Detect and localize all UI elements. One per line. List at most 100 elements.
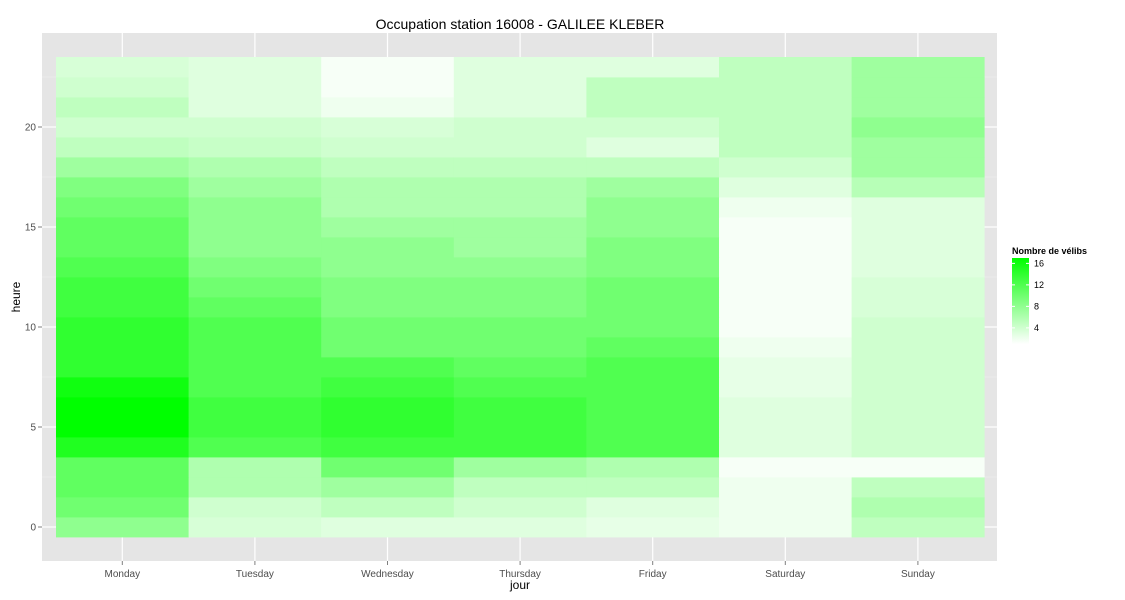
heatmap-cell [453,417,587,438]
x-tick-label: Tuesday [236,569,274,580]
heatmap-cell [56,177,189,198]
heatmap-cell [851,317,985,338]
heatmap-cell [719,297,852,318]
heatmap-cell [321,257,455,278]
heatmap-cell [586,417,720,438]
heatmap-cell [188,377,322,398]
heatmap-cell [851,457,985,478]
heatmap-cell [719,357,852,378]
heatmap-cell [188,417,322,438]
heatmap-cell [586,317,720,338]
heatmap-cell [586,97,720,118]
heatmap-cell [56,457,189,478]
legend-tick-label: 8 [1034,301,1039,311]
heatmap-cell [586,157,720,178]
heatmap-cell [719,337,852,358]
heatmap-cell [453,457,587,478]
y-axis: 0 5 10 15 20 [25,123,42,534]
heatmap-cell [851,417,985,438]
heatmap-cell [188,357,322,378]
color-legend: Nombre de vélibs 4 8 12 16 [1012,246,1087,344]
heatmap-cell [321,337,455,358]
heatmap-cell [453,157,587,178]
heatmap-cell [188,197,322,218]
heatmap-cell [56,117,189,138]
legend-tick-label: 12 [1034,280,1044,290]
heatmap-cell [56,57,189,78]
heatmap-cell [56,377,189,398]
heatmap-cell [453,237,587,258]
heatmap-cell [321,177,455,198]
heatmap-cell [851,497,985,518]
heatmap-cell [719,217,852,238]
legend-ticks: 4 8 12 16 [1012,258,1044,333]
heatmap-cell [586,357,720,378]
heatmap-cell [188,117,322,138]
heatmap-cell [719,237,852,258]
heatmap-cell [56,417,189,438]
heatmap-cell [453,77,587,98]
heatmap-cell [851,277,985,298]
heatmap-cell [321,497,455,518]
x-tick-label: Monday [105,569,141,580]
heatmap-cell [321,477,455,498]
heatmap-cell [56,437,189,458]
legend-tick-label: 4 [1034,323,1039,333]
heatmap-cell [453,277,587,298]
heatmap-cell [56,397,189,418]
heatmap-cell [719,57,852,78]
heatmap-cell [719,277,852,298]
heatmap-cell [586,337,720,358]
heatmap-cell [453,377,587,398]
heatmap-cell [719,497,852,518]
heatmap-cell [321,397,455,418]
heatmap-cell [851,437,985,458]
y-tick-label: 5 [30,423,36,434]
heatmap-cell [321,197,455,218]
heatmap-cell [321,517,455,538]
heatmap-cell [586,237,720,258]
heatmap-cell [719,517,852,538]
heatmap-cell [453,297,587,318]
heatmap-cell [453,197,587,218]
heatmap-cell [586,397,720,418]
heatmap-cell [453,357,587,378]
heatmap-cell [851,97,985,118]
y-tick-label: 10 [25,323,37,334]
heatmap-cell [453,177,587,198]
heatmap-cell [188,137,322,158]
heatmap-cell [56,257,189,278]
heatmap-cell [851,517,985,538]
heatmap-cell [453,337,587,358]
heatmap-cell [719,97,852,118]
heatmap-cell [453,397,587,418]
heatmap-cell [851,337,985,358]
heatmap-cell [851,297,985,318]
heatmap-cell [321,437,455,458]
heatmap-cell [586,377,720,398]
heatmap-cell [851,117,985,138]
heatmap-cell [719,137,852,158]
heatmap-cell [453,57,587,78]
heatmap-cell [56,337,189,358]
heatmap-cell [851,77,985,98]
heatmap-cell [56,137,189,158]
heatmap-cell [851,257,985,278]
heatmap-cell [453,257,587,278]
heatmap-cell [719,177,852,198]
heatmap-cell [586,497,720,518]
x-axis: Monday Tuesday Wednesday Thursday Friday Satu… [105,561,935,580]
heatmap-cell [56,517,189,538]
heatmap-cell [719,457,852,478]
legend-title: Nombre de vélibs [1012,246,1087,256]
heatmap-cell [453,517,587,538]
y-tick-label: 0 [30,523,36,534]
heatmap-cell [56,497,189,518]
heatmap-cell [188,97,322,118]
heatmap-cell [321,77,455,98]
x-axis-title: jour [509,578,530,592]
heatmap-cell [719,197,852,218]
heatmap-cell [719,257,852,278]
heatmap-cell [586,57,720,78]
